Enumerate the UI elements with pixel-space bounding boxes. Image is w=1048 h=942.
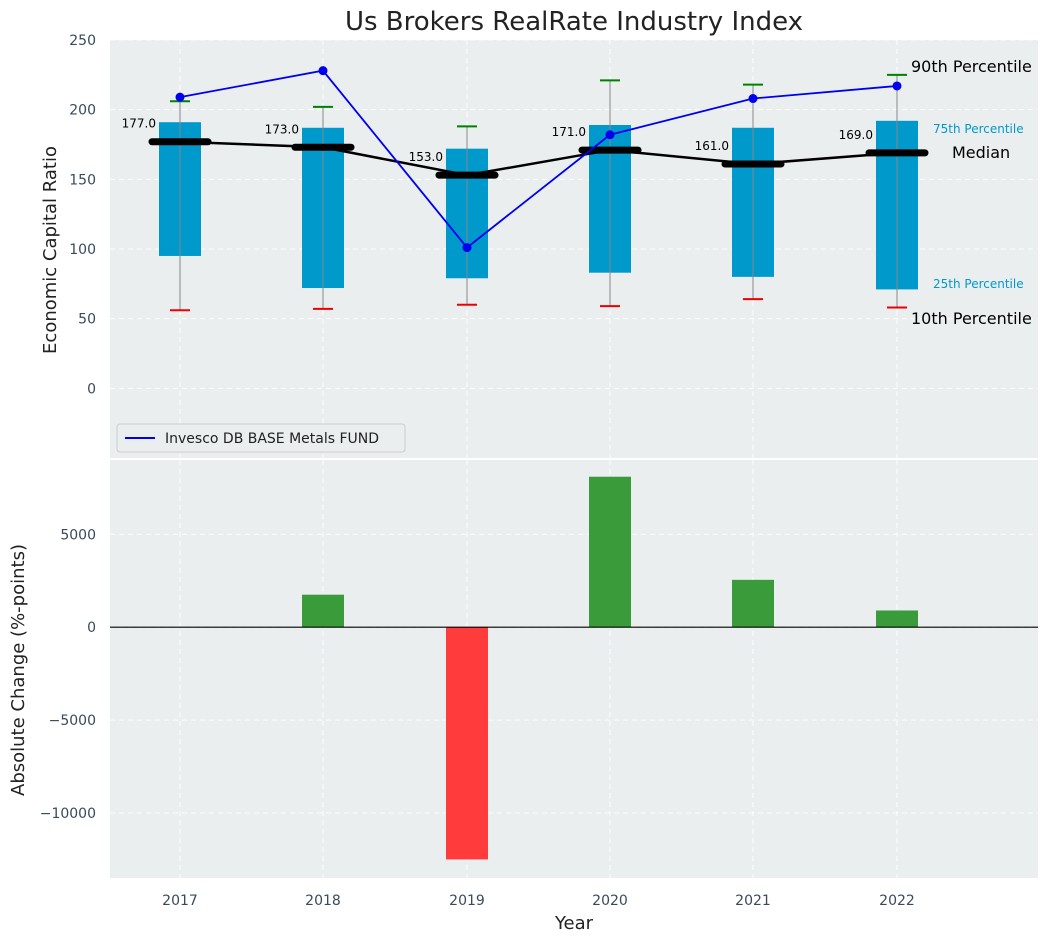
- legend-box: [116, 423, 406, 453]
- top-y-tick-label: 150: [69, 172, 96, 188]
- x-tick-label: 2022: [879, 893, 915, 909]
- p90-annotation: 90th Percentile: [911, 57, 1032, 76]
- top-y-tick-label: 50: [78, 312, 96, 328]
- series-point: [462, 243, 472, 253]
- bottom-y-tick-label: −10000: [40, 806, 96, 822]
- median-value-label: 153.0: [409, 150, 443, 164]
- bottom-plot-area: [110, 460, 1038, 878]
- top-y-tick-label: 200: [69, 103, 96, 119]
- series-line: [179, 69, 898, 249]
- series-point: [748, 94, 758, 104]
- bottom-marks: [110, 476, 1038, 860]
- median-annotation: Median: [952, 143, 1010, 162]
- median-value-label: 169.0: [839, 128, 873, 142]
- p75-annotation: 75th Percentile: [933, 122, 1024, 136]
- x-tick-label: 2021: [735, 893, 771, 909]
- bottom-y-tick-label: 0: [87, 620, 96, 636]
- bottom-y-tick-label: −5000: [49, 713, 96, 729]
- x-tick-label: 2017: [162, 893, 198, 909]
- series-point: [318, 66, 328, 76]
- change-bar: [302, 594, 344, 628]
- top-y-axis-label: Economic Capital Ratio: [40, 146, 61, 354]
- x-tick-label: 2019: [449, 893, 485, 909]
- series-point: [175, 92, 185, 102]
- top-marks: 177.0 173.0 153.0 171.0 161.0 169.0: [122, 66, 929, 312]
- x-tick-label: 2020: [592, 893, 628, 909]
- chart-title: Us Brokers RealRate Industry Index: [345, 7, 803, 37]
- legend: Invesco DB BASE Metals FUND: [116, 423, 406, 453]
- top-y-tick-label: 100: [69, 242, 96, 258]
- legend-label: Invesco DB BASE Metals FUND: [165, 431, 379, 447]
- axes-text: 0 50 100 150 200 250 −10000 −5000 0 5000 2017 2018 2…: [40, 33, 915, 909]
- x-tick-label: 2018: [305, 893, 341, 909]
- bottom-y-axis-label: Absolute Change (%-points): [8, 544, 29, 796]
- bottom-y-tick-label: 5000: [60, 527, 96, 543]
- top-y-tick-label: 0: [87, 381, 96, 397]
- median-value-label: 173.0: [265, 122, 299, 136]
- median-value-label: 177.0: [122, 117, 156, 131]
- p10-annotation: 10th Percentile: [911, 309, 1032, 328]
- change-bar: [446, 627, 488, 860]
- change-bar: [589, 476, 631, 628]
- change-bar: [732, 579, 774, 628]
- median-value-label: 161.0: [695, 139, 729, 153]
- p25-annotation: 25th Percentile: [933, 277, 1024, 291]
- top-y-tick-label: 250: [69, 33, 96, 49]
- series-point: [605, 130, 615, 140]
- median-value-label: 171.0: [552, 125, 586, 139]
- x-axis-label: Year: [554, 913, 594, 934]
- change-bar: [876, 610, 918, 628]
- series-point: [892, 81, 902, 91]
